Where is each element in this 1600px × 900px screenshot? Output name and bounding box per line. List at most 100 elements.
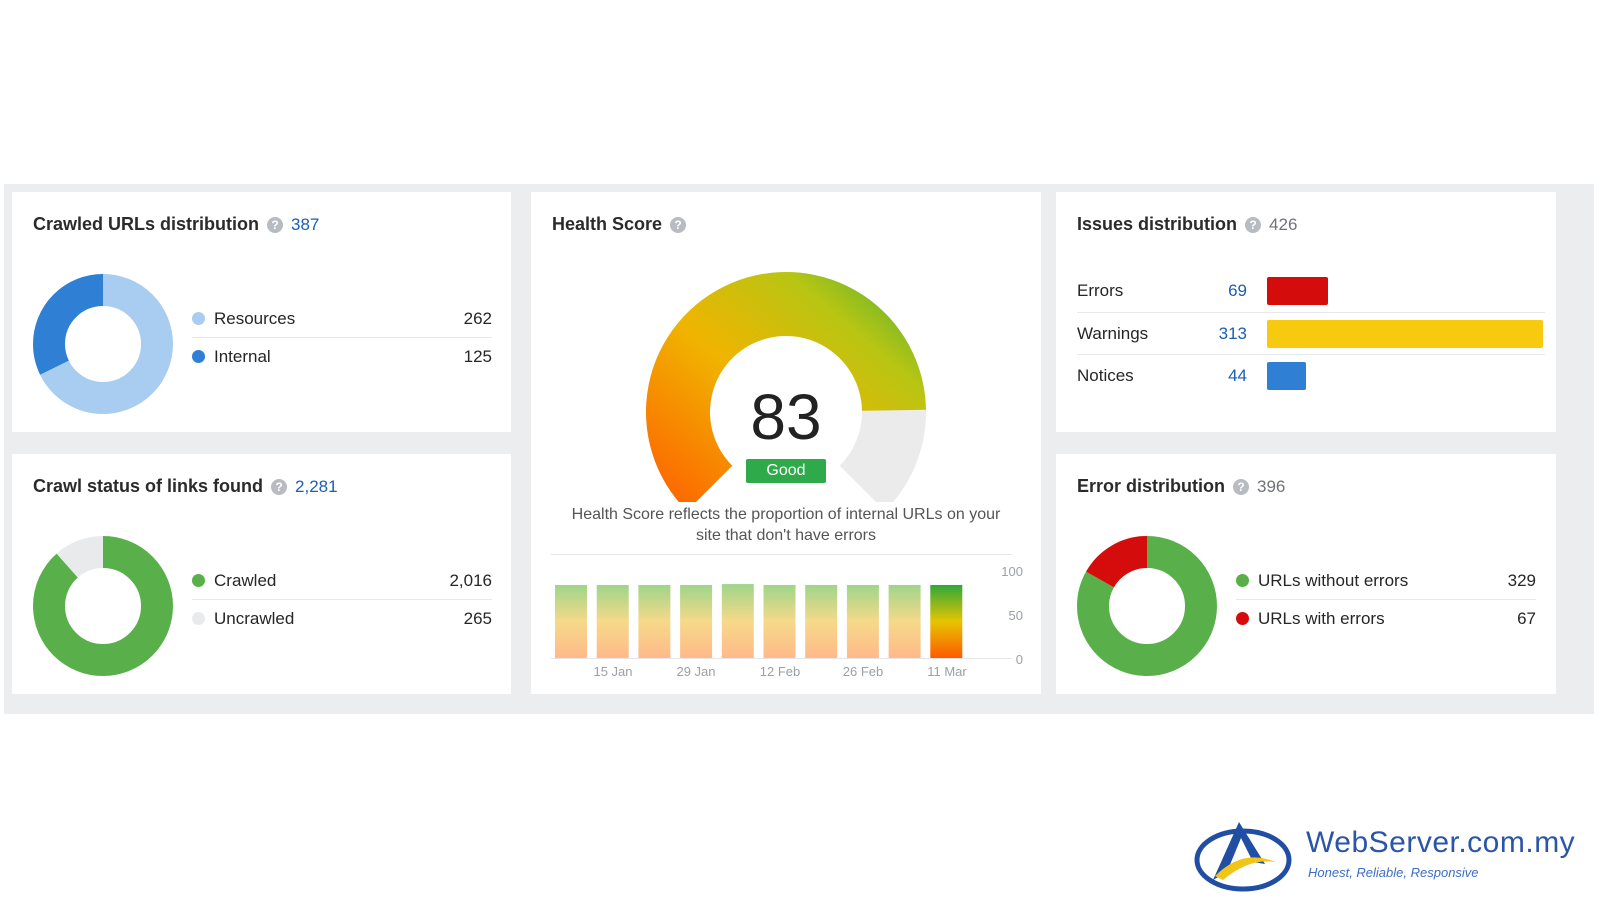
- issue-count[interactable]: 313: [1218, 324, 1247, 343]
- logo-icon: [1194, 822, 1292, 892]
- issue-row-notices[interactable]: Notices 44: [1077, 354, 1545, 397]
- health-description-line: site that don't have errors: [695, 527, 877, 544]
- legend-item-with-errors[interactable]: URLs with errors 67: [1236, 599, 1536, 637]
- error-distribution-legend: URLs without errors 329 URLs with errors…: [1236, 562, 1536, 637]
- brand-logo: WebServer.com.my Honest, Reliable, Respo…: [1193, 818, 1593, 898]
- health-bar[interactable]: [763, 584, 796, 658]
- crawl-status-legend: Crawled 2,016 Uncrawled 265: [192, 562, 492, 637]
- health-bar[interactable]: [596, 584, 629, 658]
- issue-bar-errors: [1267, 277, 1328, 305]
- issues-card: Issues distribution ? 426 Errors 69 Warn…: [1056, 192, 1556, 432]
- legend-value: 67: [1517, 608, 1536, 628]
- health-bar[interactable]: [555, 584, 587, 658]
- issue-label: Errors: [1077, 281, 1124, 300]
- crawl-status-card: Crawl status of links found ? 2,281 Craw…: [12, 454, 511, 694]
- help-icon[interactable]: ?: [670, 216, 687, 233]
- error-distribution-total: 396: [1257, 476, 1286, 496]
- health-bar[interactable]: [846, 584, 879, 658]
- issue-row-warnings[interactable]: Warnings 313: [1077, 312, 1545, 355]
- legend-item-uncrawled[interactable]: Uncrawled 265: [192, 599, 492, 637]
- issue-row-errors[interactable]: Errors 69: [1077, 270, 1545, 312]
- x-tick-label: 11 Mar: [927, 664, 967, 679]
- health-bar[interactable]: [721, 584, 754, 658]
- health-score-value: 83: [750, 381, 822, 453]
- health-description-line: Health Score reflects the proportion of …: [571, 506, 1001, 523]
- legend-label: Crawled: [214, 570, 277, 590]
- donut-segment-uncrawled: [33, 536, 173, 676]
- legend-dot: [1236, 612, 1249, 625]
- donut-segment-internal: [33, 274, 173, 414]
- crawled-urls-card: Crawled URLs distribution ? 387 Resource…: [12, 192, 511, 432]
- legend-dot: [192, 312, 205, 325]
- issue-bar-notices: [1267, 362, 1306, 390]
- issue-count[interactable]: 69: [1228, 281, 1247, 300]
- help-icon[interactable]: ?: [271, 478, 288, 495]
- health-bar[interactable]: [805, 584, 838, 658]
- legend-label: URLs with errors: [1258, 608, 1385, 628]
- issue-label: Notices: [1077, 366, 1134, 385]
- x-tick-label: 29 Jan: [676, 664, 715, 679]
- legend-dot: [192, 612, 205, 625]
- x-tick-label: 12 Feb: [760, 664, 800, 679]
- crawl-status-title-row: Crawl status of links found ? 2,281: [33, 476, 338, 497]
- health-gauge: [646, 272, 926, 502]
- legend-label: Resources: [214, 308, 296, 328]
- y-tick-label: 50: [1009, 608, 1023, 623]
- health-score-title: Health Score: [552, 214, 663, 234]
- brand-name: WebServer.com.my: [1306, 826, 1576, 859]
- donut-segment-with-errors: [1077, 536, 1217, 676]
- crawl-status-title: Crawl status of links found: [33, 476, 264, 496]
- crawled-urls-total[interactable]: 387: [291, 214, 320, 234]
- legend-label: Uncrawled: [214, 608, 295, 628]
- legend-item-crawled[interactable]: Crawled 2,016: [192, 562, 492, 599]
- issue-count[interactable]: 44: [1228, 366, 1247, 385]
- issues-title-row: Issues distribution ? 426: [1077, 214, 1297, 235]
- error-distribution-title: Error distribution: [1077, 476, 1225, 496]
- health-bar[interactable]: [888, 584, 921, 658]
- legend-value: 125: [463, 346, 492, 366]
- legend-item-resources[interactable]: Resources 262: [192, 300, 492, 337]
- legend-dot: [1236, 574, 1249, 587]
- crawled-urls-title-row: Crawled URLs distribution ? 387: [33, 214, 319, 235]
- issues-title: Issues distribution: [1077, 214, 1238, 234]
- x-tick-label: 15 Jan: [593, 664, 632, 679]
- health-bar[interactable]: [680, 584, 713, 658]
- crawled-urls-donut[interactable]: [33, 274, 173, 414]
- crawled-urls-title: Crawled URLs distribution: [33, 214, 260, 234]
- error-distribution-card: Error distribution ? 396 URLs without er…: [1056, 454, 1556, 694]
- legend-item-internal[interactable]: Internal 125: [192, 337, 492, 375]
- legend-label: URLs without errors: [1258, 570, 1409, 590]
- help-icon[interactable]: ?: [1245, 216, 1262, 233]
- legend-value: 265: [463, 608, 492, 628]
- health-score-card: Health Score ? 83 Good Health Score refl…: [531, 192, 1041, 694]
- crawled-urls-legend: Resources 262 Internal 125: [192, 300, 492, 375]
- error-distribution-donut[interactable]: [1077, 536, 1217, 676]
- donut-segment-crawled: [33, 536, 173, 676]
- help-icon[interactable]: ?: [267, 216, 284, 233]
- legend-item-without-errors[interactable]: URLs without errors 329: [1236, 562, 1536, 599]
- health-bar[interactable]: [638, 584, 671, 658]
- health-description: Health Score reflects the proportion of …: [551, 504, 1021, 546]
- gauge-fill: [646, 272, 926, 502]
- dashboard: Crawled URLs distribution ? 387 Resource…: [4, 184, 1594, 714]
- x-tick-label: 26 Feb: [843, 664, 883, 679]
- legend-label: Internal: [214, 346, 271, 366]
- health-score-title-row: Health Score ?: [552, 214, 687, 235]
- legend-value: 329: [1507, 570, 1536, 590]
- error-distribution-title-row: Error distribution ? 396: [1077, 476, 1285, 497]
- legend-value: 2,016: [449, 570, 492, 590]
- health-history-chart[interactable]: 100 50 0 15 Jan 29 Jan 12 Feb 26 Feb 11 …: [551, 554, 1031, 684]
- issue-bar-warnings: [1267, 320, 1543, 348]
- crawl-status-total[interactable]: 2,281: [295, 476, 338, 496]
- legend-dot: [192, 574, 205, 587]
- legend-dot: [192, 350, 205, 363]
- y-tick-label: 0: [1016, 652, 1023, 667]
- issues-total: 426: [1269, 214, 1298, 234]
- y-tick-label: 100: [1001, 564, 1023, 579]
- crawl-status-donut[interactable]: [33, 536, 173, 676]
- help-icon[interactable]: ?: [1233, 478, 1249, 495]
- legend-value: 262: [463, 308, 492, 328]
- health-bar[interactable]: [930, 584, 963, 658]
- health-rating-badge: Good: [746, 459, 826, 483]
- brand-tagline: Honest, Reliable, Responsive: [1308, 865, 1479, 880]
